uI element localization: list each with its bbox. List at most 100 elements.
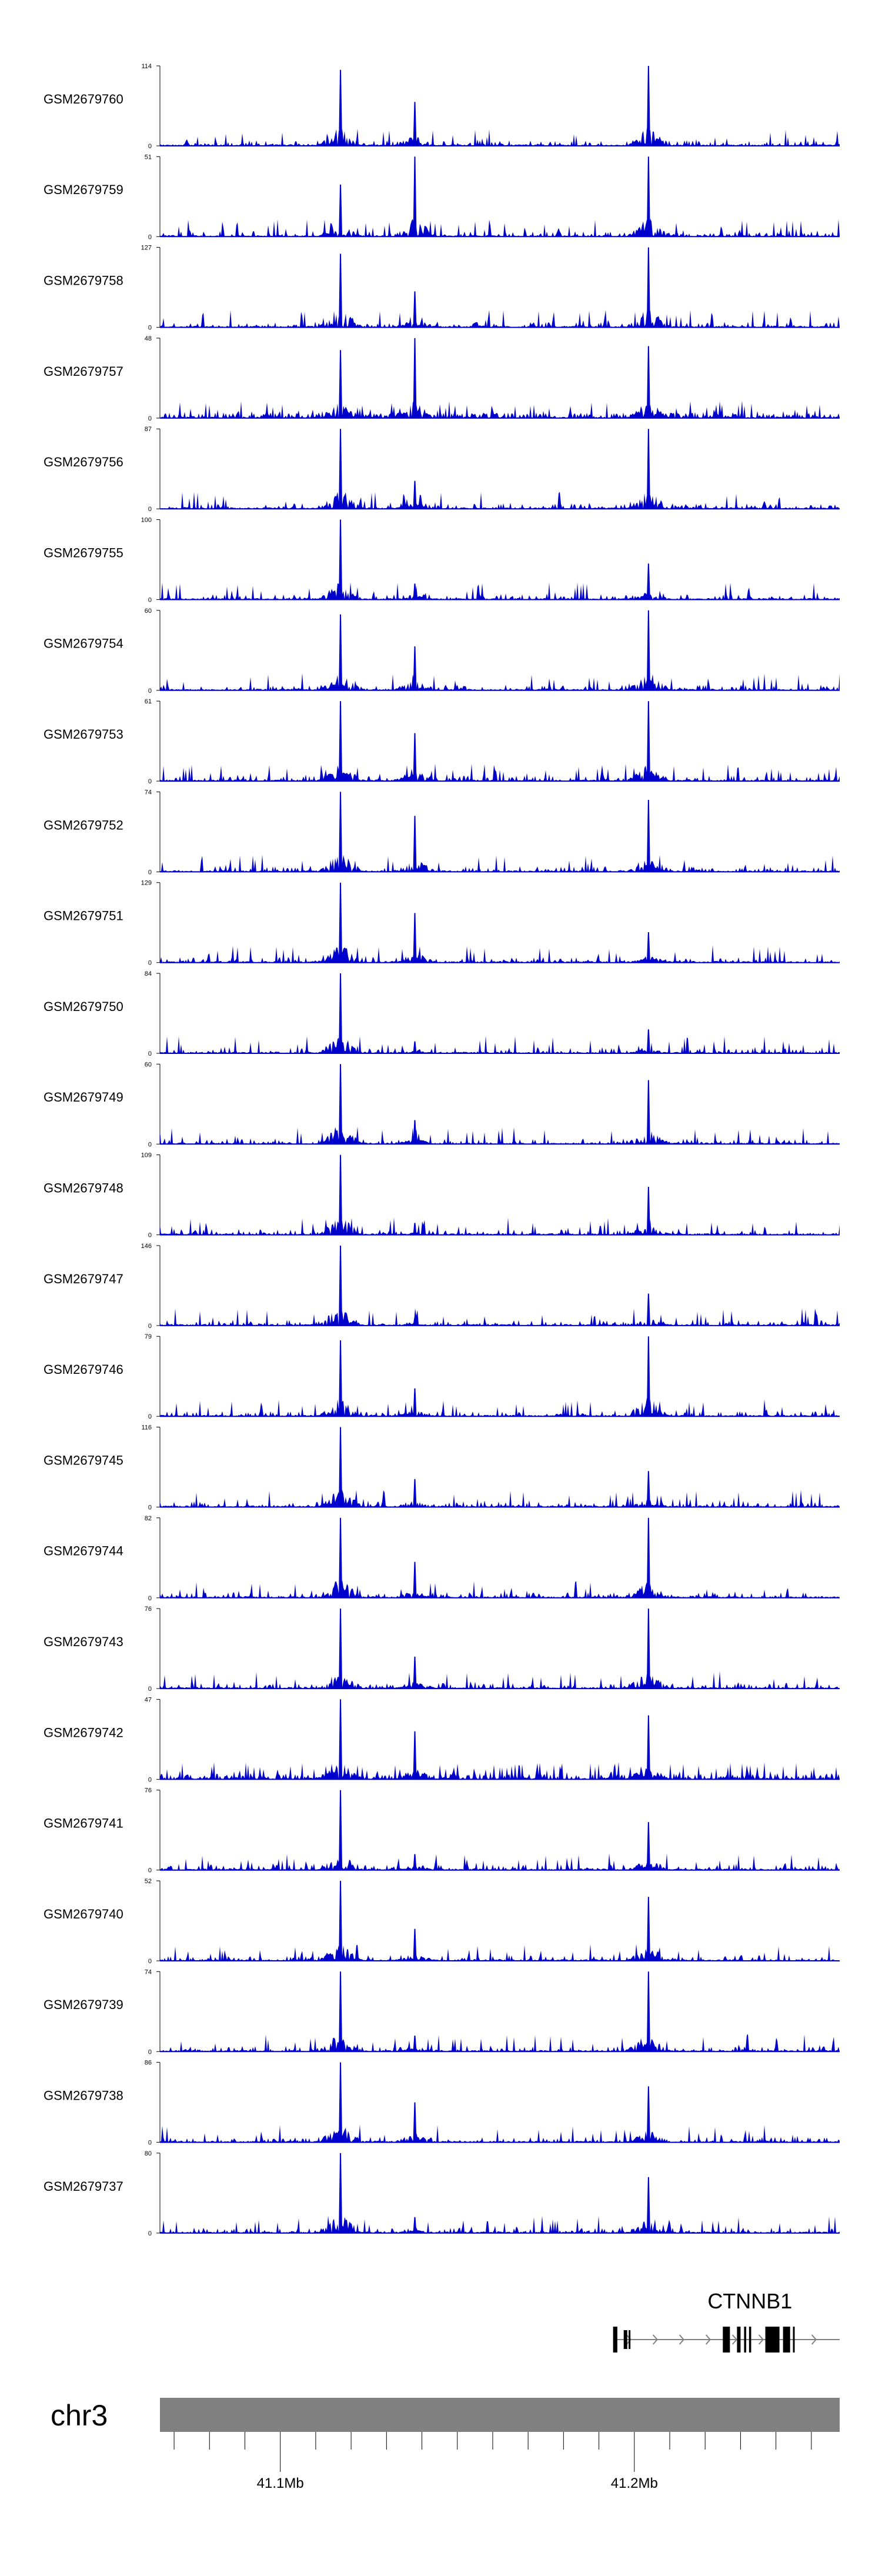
gene-track: CTNNB1 xyxy=(613,2289,840,2353)
y-max-label: 47 xyxy=(145,1696,152,1703)
track-label: GSM2679744 xyxy=(44,1544,123,1559)
signal-peak-2 xyxy=(413,1656,417,1689)
signal-peak-3 xyxy=(646,1822,650,1870)
track-label: GSM2679752 xyxy=(44,817,123,832)
signal-area xyxy=(160,1580,840,1598)
genome-axis: 41.1Mb 41.2Mb xyxy=(173,2432,812,2491)
track-label: GSM2679745 xyxy=(44,1453,123,1467)
track-label: GSM2679747 xyxy=(44,1272,123,1286)
y-max-label: 74 xyxy=(145,1968,152,1976)
track-label: GSM2679739 xyxy=(44,1997,123,2012)
y-min-label: 0 xyxy=(148,1504,152,1511)
y-max-label: 129 xyxy=(141,880,152,887)
y-min-label: 0 xyxy=(148,415,152,422)
signal-area xyxy=(160,492,840,509)
signal-peak-3 xyxy=(646,1517,650,1598)
signal-peak-3 xyxy=(646,1187,650,1235)
y-max-label: 60 xyxy=(145,1061,152,1068)
signal-peak-1 xyxy=(339,1699,343,1780)
signal-peak-3 xyxy=(646,610,650,690)
signal-peak-3 xyxy=(646,1029,650,1053)
signal-area xyxy=(160,945,840,963)
track-GSM2679758: GSM2679758 127 0 xyxy=(44,245,840,332)
y-max-label: 87 xyxy=(145,426,152,433)
signal-peak-1 xyxy=(339,2062,343,2143)
signal-peak-3 xyxy=(646,1715,650,1780)
signal-peak-2 xyxy=(413,1928,417,1961)
strand-arrow xyxy=(705,2334,711,2345)
signal-peak-3 xyxy=(646,701,650,782)
track-GSM2679747: GSM2679747 146 0 xyxy=(44,1243,840,1330)
signal-peak-3 xyxy=(646,932,650,963)
signal-area xyxy=(160,1126,840,1144)
signal-peak-3 xyxy=(646,247,650,328)
signal-peak-1 xyxy=(339,1517,343,1598)
y-min-label: 0 xyxy=(148,1413,152,1420)
y-min-label: 0 xyxy=(148,1050,152,1057)
track-GSM2679752: GSM2679752 74 0 xyxy=(44,789,840,876)
track-GSM2679760: GSM2679760 114 0 xyxy=(44,63,840,150)
signal-peak-3 xyxy=(646,1080,650,1144)
signal-peak-1 xyxy=(339,1881,343,1961)
y-min-label: 0 xyxy=(148,778,152,785)
signal-peak-3 xyxy=(646,1336,650,1417)
track-GSM2679738: GSM2679738 86 0 xyxy=(44,2060,840,2147)
signal-area xyxy=(160,673,840,690)
track-label: GSM2679750 xyxy=(44,999,123,1014)
signal-peak-2 xyxy=(413,646,417,690)
track-GSM2679743: GSM2679743 76 0 xyxy=(44,1606,840,1693)
y-max-label: 84 xyxy=(145,970,152,977)
signal-area xyxy=(160,1398,840,1417)
signal-peak-3 xyxy=(646,66,650,146)
signal-area xyxy=(160,128,840,146)
y-min-label: 0 xyxy=(148,1958,152,1965)
signal-peak-3 xyxy=(646,1293,650,1326)
signal-area xyxy=(160,1671,840,1689)
signal-peak-1 xyxy=(339,69,343,146)
exon xyxy=(737,2327,741,2353)
signal-peak-1 xyxy=(339,1790,343,1870)
strand-arrow xyxy=(731,2334,737,2345)
y-max-label: 114 xyxy=(141,63,152,70)
signal-peak-1 xyxy=(339,519,343,600)
exon xyxy=(793,2327,795,2353)
track-GSM2679746: GSM2679746 79 0 xyxy=(44,1333,840,1420)
exon xyxy=(749,2327,751,2353)
y-min-label: 0 xyxy=(148,325,152,332)
track-label: GSM2679749 xyxy=(44,1090,123,1105)
signal-peak-2 xyxy=(413,2036,417,2052)
signal-area xyxy=(160,2214,840,2233)
signal-area xyxy=(160,582,840,600)
exon xyxy=(623,2330,627,2349)
exon xyxy=(765,2327,780,2353)
signal-peak-2 xyxy=(413,1223,417,1235)
signal-peak-2 xyxy=(413,1854,417,1870)
signal-area xyxy=(160,1307,840,1326)
y-max-label: 48 xyxy=(145,335,152,342)
y-min-label: 0 xyxy=(148,597,152,604)
y-min-label: 0 xyxy=(148,1232,152,1239)
signal-peak-2 xyxy=(413,156,417,237)
y-min-label: 0 xyxy=(148,1141,152,1148)
y-max-label: 52 xyxy=(145,1878,152,1885)
signal-peak-1 xyxy=(339,1154,343,1235)
track-label: GSM2679748 xyxy=(44,1181,123,1196)
signal-peak-2 xyxy=(413,2102,417,2143)
exon xyxy=(629,2330,631,2349)
axis-label-2: 41.2Mb xyxy=(611,2475,658,2491)
signal-peak-3 xyxy=(646,1471,650,1507)
signal-area xyxy=(160,2033,840,2052)
y-max-label: 82 xyxy=(145,1515,152,1522)
y-min-label: 0 xyxy=(148,233,152,241)
signal-peak-1 xyxy=(339,184,343,237)
signal-area xyxy=(160,1761,840,1780)
signal-peak-1 xyxy=(339,614,343,690)
strand-arrow xyxy=(652,2334,658,2345)
track-GSM2679759: GSM2679759 51 0 xyxy=(44,154,840,241)
gene-model xyxy=(613,2327,840,2353)
signal-peak-2 xyxy=(413,1120,417,1144)
track-GSM2679744: GSM2679744 82 0 xyxy=(44,1515,840,1602)
signal-peak-2 xyxy=(413,1317,417,1326)
signal-peak-3 xyxy=(646,800,650,872)
track-GSM2679745: GSM2679745 116 0 xyxy=(44,1424,840,1511)
